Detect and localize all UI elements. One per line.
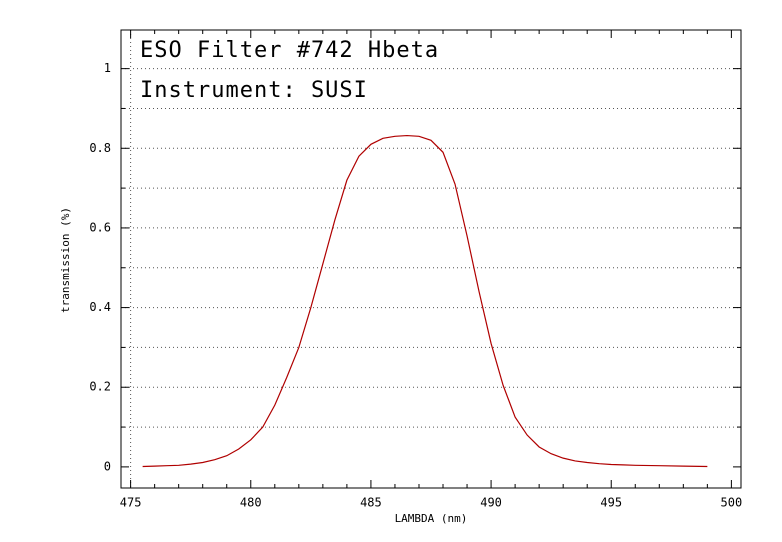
y-tick-label: 0.4 [89,300,111,314]
x-axis-label: LAMBDA (nm) [395,512,468,525]
chart-subtitle: Instrument: SUSI [140,78,368,103]
y-tick-label: 1 [104,61,111,75]
chart-title: ESO Filter #742 Hbeta [140,38,439,63]
x-tick-label: 475 [120,496,142,510]
data-line [142,134,708,468]
x-tick-label: 485 [360,496,382,510]
x-tick-label: 480 [240,496,262,510]
x-tick-label: 490 [480,496,502,510]
x-tick-label: 495 [600,496,622,510]
y-tick-label: 0.8 [89,141,111,155]
plot-frame [120,29,742,489]
x-tick-label: 500 [721,496,743,510]
y-tick-label: 0.6 [89,220,111,234]
y-axis-label: transmission (%) [59,207,72,313]
y-tick-label: 0 [104,459,111,473]
y-tick-label: 0.2 [89,380,111,394]
